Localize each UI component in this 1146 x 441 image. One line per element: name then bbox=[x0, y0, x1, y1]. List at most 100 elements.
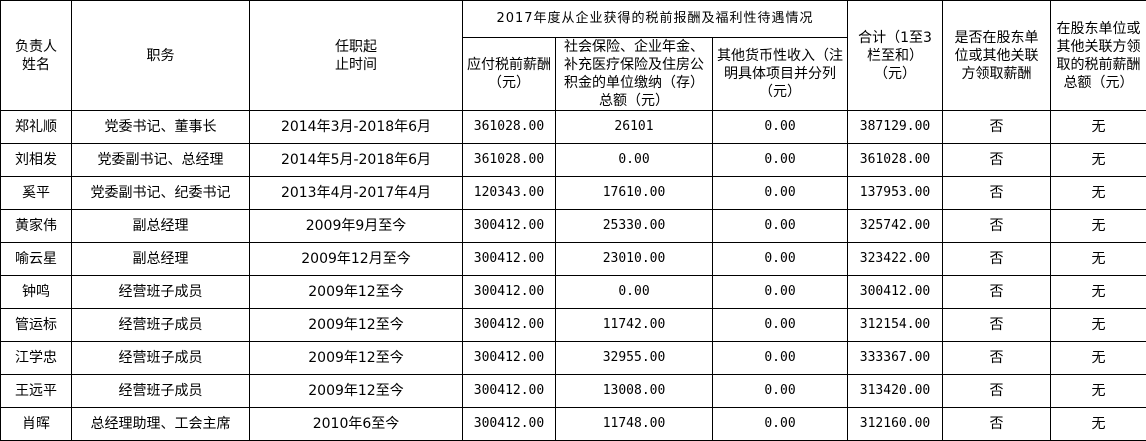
cell-paid-by-shareholder: 否 bbox=[943, 375, 1051, 408]
cell-insurance: 32955.00 bbox=[556, 342, 713, 375]
cell-term: 2014年5月-2018年6月 bbox=[250, 144, 463, 177]
header-insurance: 社会保险、企业年金、补充医疗保险及住房公积金的单位缴纳（存）总额（元） bbox=[556, 38, 713, 111]
header-shareholder-total: 在股东单位或其他关联方领取的税前薪酬总额（元） bbox=[1051, 1, 1146, 111]
cell-name: 江学忠 bbox=[1, 342, 72, 375]
cell-name: 刘相发 bbox=[1, 144, 72, 177]
cell-paid-by-shareholder: 否 bbox=[943, 177, 1051, 210]
header-term: 任职起止时间 bbox=[250, 1, 463, 111]
cell-name: 王远平 bbox=[1, 375, 72, 408]
cell-insurance: 26101 bbox=[556, 111, 713, 144]
cell-position: 总经理助理、工会主席 bbox=[72, 408, 250, 441]
cell-name: 奚平 bbox=[1, 177, 72, 210]
cell-salary: 300412.00 bbox=[463, 276, 556, 309]
cell-position: 经营班子成员 bbox=[72, 375, 250, 408]
cell-paid-by-shareholder: 否 bbox=[943, 144, 1051, 177]
cell-shareholder-total: 无 bbox=[1051, 243, 1146, 276]
header-name: 负责人姓名 bbox=[1, 1, 72, 111]
cell-term: 2009年12至今 bbox=[250, 375, 463, 408]
header-paid-by-shareholder: 是否在股东单位或其他关联方领取薪酬 bbox=[943, 1, 1051, 111]
cell-salary: 300412.00 bbox=[463, 210, 556, 243]
cell-total: 325742.00 bbox=[848, 210, 943, 243]
cell-salary: 300412.00 bbox=[463, 375, 556, 408]
cell-shareholder-total: 无 bbox=[1051, 408, 1146, 441]
cell-salary: 300412.00 bbox=[463, 243, 556, 276]
cell-shareholder-total: 无 bbox=[1051, 210, 1146, 243]
cell-name: 钟鸣 bbox=[1, 276, 72, 309]
cell-paid-by-shareholder: 否 bbox=[943, 408, 1051, 441]
cell-term: 2009年12至今 bbox=[250, 342, 463, 375]
cell-insurance: 13008.00 bbox=[556, 375, 713, 408]
cell-position: 经营班子成员 bbox=[72, 309, 250, 342]
cell-total: 312160.00 bbox=[848, 408, 943, 441]
cell-term: 2009年12至今 bbox=[250, 309, 463, 342]
cell-insurance: 11742.00 bbox=[556, 309, 713, 342]
cell-name: 管运标 bbox=[1, 309, 72, 342]
cell-shareholder-total: 无 bbox=[1051, 375, 1146, 408]
cell-position: 党委副书记、纪委书记 bbox=[72, 177, 250, 210]
cell-paid-by-shareholder: 否 bbox=[943, 309, 1051, 342]
cell-total: 387129.00 bbox=[848, 111, 943, 144]
cell-position: 党委书记、董事长 bbox=[72, 111, 250, 144]
cell-other-income: 0.00 bbox=[713, 342, 848, 375]
header-total: 合计（1至3栏至和）（元） bbox=[848, 1, 943, 111]
cell-term: 2009年12至今 bbox=[250, 276, 463, 309]
cell-other-income: 0.00 bbox=[713, 276, 848, 309]
cell-total: 300412.00 bbox=[848, 276, 943, 309]
cell-position: 经营班子成员 bbox=[72, 276, 250, 309]
cell-other-income: 0.00 bbox=[713, 177, 848, 210]
cell-paid-by-shareholder: 否 bbox=[943, 210, 1051, 243]
cell-insurance: 23010.00 bbox=[556, 243, 713, 276]
cell-total: 313420.00 bbox=[848, 375, 943, 408]
cell-position: 副总经理 bbox=[72, 243, 250, 276]
cell-name: 黄家伟 bbox=[1, 210, 72, 243]
header-group-title: 2017年度从企业获得的税前报酬及福利性待遇情况 bbox=[463, 1, 848, 38]
cell-term: 2014年3月-2018年6月 bbox=[250, 111, 463, 144]
cell-paid-by-shareholder: 否 bbox=[943, 342, 1051, 375]
cell-insurance: 11748.00 bbox=[556, 408, 713, 441]
cell-total: 361028.00 bbox=[848, 144, 943, 177]
cell-shareholder-total: 无 bbox=[1051, 177, 1146, 210]
cell-salary: 300412.00 bbox=[463, 408, 556, 441]
cell-name: 肖晖 bbox=[1, 408, 72, 441]
cell-insurance: 0.00 bbox=[556, 276, 713, 309]
cell-position: 副总经理 bbox=[72, 210, 250, 243]
cell-other-income: 0.00 bbox=[713, 309, 848, 342]
cell-shareholder-total: 无 bbox=[1051, 144, 1146, 177]
cell-total: 137953.00 bbox=[848, 177, 943, 210]
header-other-income: 其他货币性收入（注明具体项目并分列（元） bbox=[713, 38, 848, 111]
cell-shareholder-total: 无 bbox=[1051, 309, 1146, 342]
cell-position: 经营班子成员 bbox=[72, 342, 250, 375]
cell-other-income: 0.00 bbox=[713, 144, 848, 177]
cell-insurance: 25330.00 bbox=[556, 210, 713, 243]
header-salary: 应付税前薪酬（元） bbox=[463, 38, 556, 111]
cell-paid-by-shareholder: 否 bbox=[943, 276, 1051, 309]
cell-term: 2010年6至今 bbox=[250, 408, 463, 441]
cell-paid-by-shareholder: 否 bbox=[943, 111, 1051, 144]
cell-other-income: 0.00 bbox=[713, 210, 848, 243]
cell-other-income: 0.00 bbox=[713, 243, 848, 276]
cell-insurance: 0.00 bbox=[556, 144, 713, 177]
cell-total: 333367.00 bbox=[848, 342, 943, 375]
cell-shareholder-total: 无 bbox=[1051, 276, 1146, 309]
cell-shareholder-total: 无 bbox=[1051, 111, 1146, 144]
cell-total: 323422.00 bbox=[848, 243, 943, 276]
cell-insurance: 17610.00 bbox=[556, 177, 713, 210]
cell-term: 2009年12月至今 bbox=[250, 243, 463, 276]
header-position: 职务 bbox=[72, 1, 250, 111]
cell-total: 312154.00 bbox=[848, 309, 943, 342]
cell-other-income: 0.00 bbox=[713, 375, 848, 408]
cell-salary: 120343.00 bbox=[463, 177, 556, 210]
cell-salary: 300412.00 bbox=[463, 342, 556, 375]
cell-salary: 361028.00 bbox=[463, 111, 556, 144]
